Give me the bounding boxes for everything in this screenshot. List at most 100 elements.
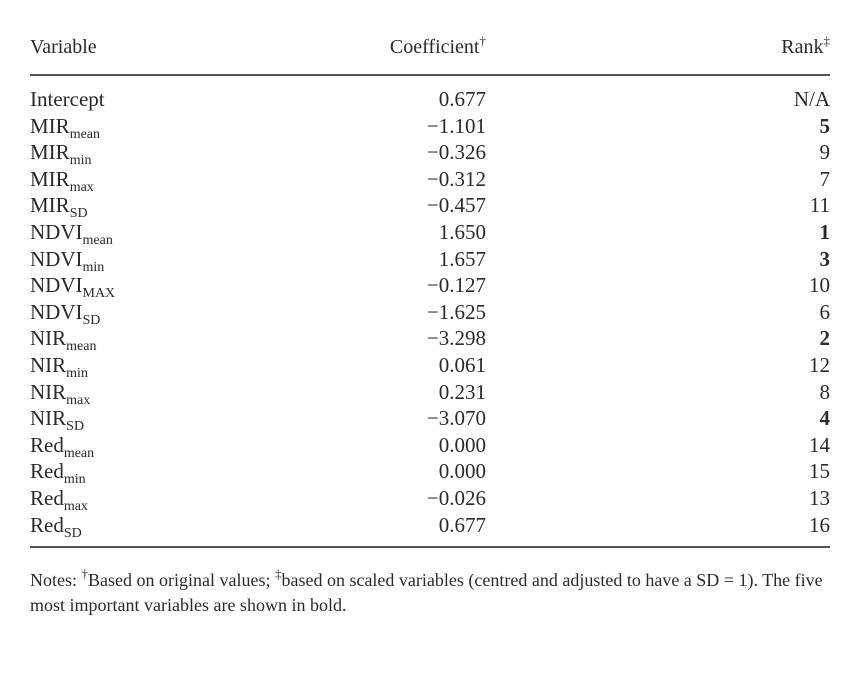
header-rule (30, 74, 830, 76)
coefficient-cell: −3.298 (426, 326, 486, 351)
variable-subscript: mean (66, 339, 97, 355)
header-rank-label: Rank (781, 36, 824, 58)
table-row: MIRmin −0.326 9 (30, 139, 831, 168)
variable-cell: NIRmax (30, 379, 90, 408)
notes-dagger: † (81, 566, 89, 581)
variable-name: MIR (30, 113, 70, 138)
variable-name: Red (30, 432, 64, 457)
coefficient-cell: −0.457 (426, 193, 486, 218)
table-row: NIRmax 0.231 8 (30, 379, 830, 408)
variable-name: NDVI (30, 219, 83, 244)
variable-subscript: MAX (82, 286, 116, 302)
coefficient-cell: 0.677 (438, 87, 486, 111)
rank-cell: 1 (819, 219, 831, 244)
table-row: MIRSD −0.457 11 (30, 192, 830, 222)
variable-cell: NDVISD (30, 299, 100, 328)
rank-cell: 9 (819, 140, 831, 165)
variable-subscript: min (66, 365, 88, 381)
variable-name: MIR (30, 140, 70, 165)
notes-text-1: Based on original values; (88, 570, 275, 590)
variable-subscript: mean (82, 232, 113, 248)
rank-cell: 16 (809, 512, 830, 537)
variable-name: Intercept (30, 87, 105, 111)
coefficient-cell: −0.326 (426, 140, 486, 165)
variable-cell: Intercept (30, 86, 105, 112)
header-coefficient-label: Coefficient (389, 36, 480, 58)
coefficient-cell: 1.657 (438, 246, 486, 271)
variable-subscript: mean (63, 445, 95, 461)
variable-name: NDVI (30, 299, 83, 324)
variable-cell: MIRmax (30, 166, 94, 195)
coefficient-cell: −0.312 (426, 166, 486, 191)
coefficient-cell: 1.650 (438, 219, 486, 244)
notes-text-2: based on scaled variables (centred and a… (30, 570, 823, 615)
variable-name: NDVI (30, 246, 83, 271)
variable-cell: NIRSD (30, 405, 85, 435)
header-variable: Variable (30, 36, 97, 58)
double-dagger-mark: ‡ (823, 33, 831, 48)
bottom-rule (30, 546, 830, 549)
coefficient-cell: −1.101 (426, 113, 486, 138)
table-row: MIRmax −0.312 7 (30, 166, 831, 195)
coefficient-table: Variable Coefficient† Rank‡ Intercept 0.6… (30, 33, 831, 549)
coefficient-cell: −1.625 (426, 299, 486, 324)
variable-cell: MIRmean (30, 113, 100, 142)
rank-cell: 7 (819, 166, 831, 191)
table-row: Redmax −0.026 13 (30, 485, 830, 514)
coefficient-cell: 0.000 (438, 459, 486, 484)
dagger-mark: † (479, 33, 487, 48)
table-row: NDVImean 1.650 1 (30, 219, 831, 248)
variable-subscript: SD (66, 419, 85, 435)
variable-cell: NDVImin (30, 246, 105, 275)
variable-cell: RedSD (30, 512, 82, 541)
variable-cell: MIRmin (30, 139, 91, 168)
variable-name: NIR (30, 379, 67, 404)
rank-cell: 12 (809, 352, 830, 377)
table-row: NDVISD −1.625 6 (30, 299, 830, 328)
header-rank: Rank‡ (781, 33, 831, 59)
table-row: NIRSD −3.070 4 (30, 405, 830, 435)
notes-double-dagger: ‡ (274, 566, 282, 581)
variable-cell: Redmax (30, 485, 88, 514)
variable-name: MIR (30, 166, 70, 191)
rank-cell: 14 (809, 432, 830, 457)
table-row: Redmean 0.000 14 (30, 432, 830, 461)
table-row: NDVImin 1.657 3 (30, 246, 831, 275)
variable-name: Red (30, 459, 64, 484)
rank-cell: N/A (793, 87, 830, 111)
table-row: Redmin 0.000 15 (30, 458, 830, 488)
variable-subscript: SD (69, 206, 88, 222)
table-row: RedSD 0.677 16 (30, 512, 830, 541)
rank-cell: 2 (819, 326, 831, 351)
variable-name: MIR (30, 193, 70, 218)
table-row: NIRmean −3.298 2 (30, 325, 831, 355)
variable-cell: NDVImean (30, 219, 113, 248)
variable-cell: NIRmin (30, 352, 88, 381)
coefficient-cell: −0.026 (426, 485, 486, 510)
notes-prefix: Notes: (30, 570, 82, 590)
coefficient-cell: 0.677 (438, 512, 486, 537)
table-notes: Notes: †Based on original values; ‡based… (30, 566, 835, 618)
coefficient-cell: 0.000 (438, 432, 486, 457)
variable-subscript: min (82, 259, 105, 275)
variable-name: NDVI (30, 273, 83, 298)
rank-cell: 3 (819, 246, 831, 271)
coefficient-cell: 0.231 (438, 379, 486, 404)
variable-name: NIR (30, 326, 67, 351)
variable-subscript: max (63, 498, 88, 514)
variable-cell: NIRmean (30, 325, 97, 355)
variable-cell: MIRSD (30, 192, 88, 222)
table-header-row: Variable Coefficient† Rank‡ (30, 33, 831, 70)
coefficient-cell: −0.127 (426, 273, 486, 298)
variable-subscript: max (69, 179, 94, 195)
variable-subscript: min (63, 472, 86, 488)
header-coefficient: Coefficient† (389, 33, 487, 59)
rank-cell: 13 (809, 485, 830, 510)
coefficient-cell: −3.070 (426, 406, 486, 431)
variable-name: Red (30, 485, 64, 510)
table-row: NIRmin 0.061 12 (30, 352, 830, 381)
variable-name: NIR (30, 406, 67, 431)
rank-cell: 10 (809, 273, 830, 298)
table-row: Intercept 0.677 N/A (30, 86, 830, 113)
table-row: NDVIMAX −0.127 10 (30, 272, 830, 302)
